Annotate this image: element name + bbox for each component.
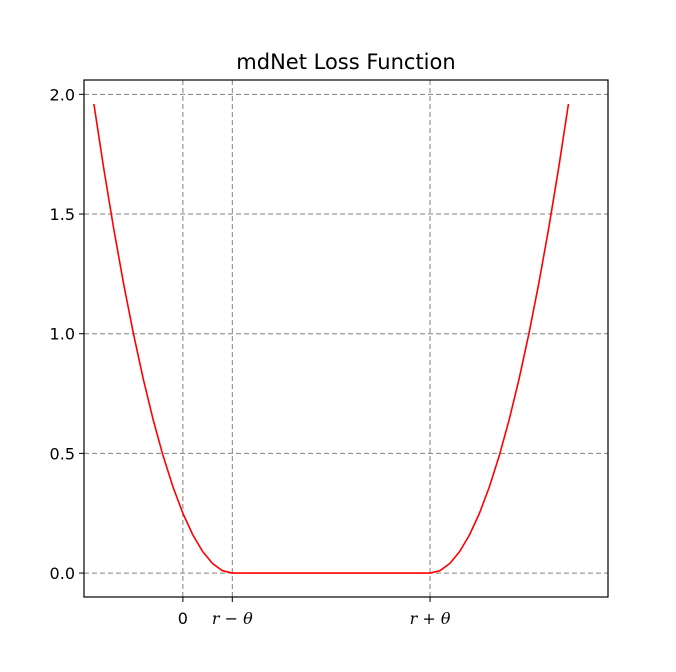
y-tick-label: 0.5 bbox=[50, 444, 75, 463]
x-tick-label: 0 bbox=[178, 609, 188, 628]
x-tick-label: r + θ bbox=[410, 609, 451, 628]
chart-title: mdNet Loss Function bbox=[236, 50, 455, 74]
y-tick-label: 2.0 bbox=[50, 85, 75, 104]
x-axis: 0 r − θ r + θ bbox=[178, 597, 451, 628]
y-axis: 0.0 0.5 1.0 1.5 2.0 bbox=[50, 85, 84, 583]
plot-frame bbox=[83, 79, 609, 598]
y-tick-label: 1.5 bbox=[50, 205, 75, 224]
series-layer bbox=[93, 103, 570, 574]
x-tick-label: r − θ bbox=[212, 609, 253, 628]
grid-lines bbox=[84, 80, 608, 597]
loss-curve bbox=[93, 103, 570, 574]
y-tick-label: 1.0 bbox=[50, 325, 75, 344]
y-tick-label: 0.0 bbox=[50, 564, 75, 583]
